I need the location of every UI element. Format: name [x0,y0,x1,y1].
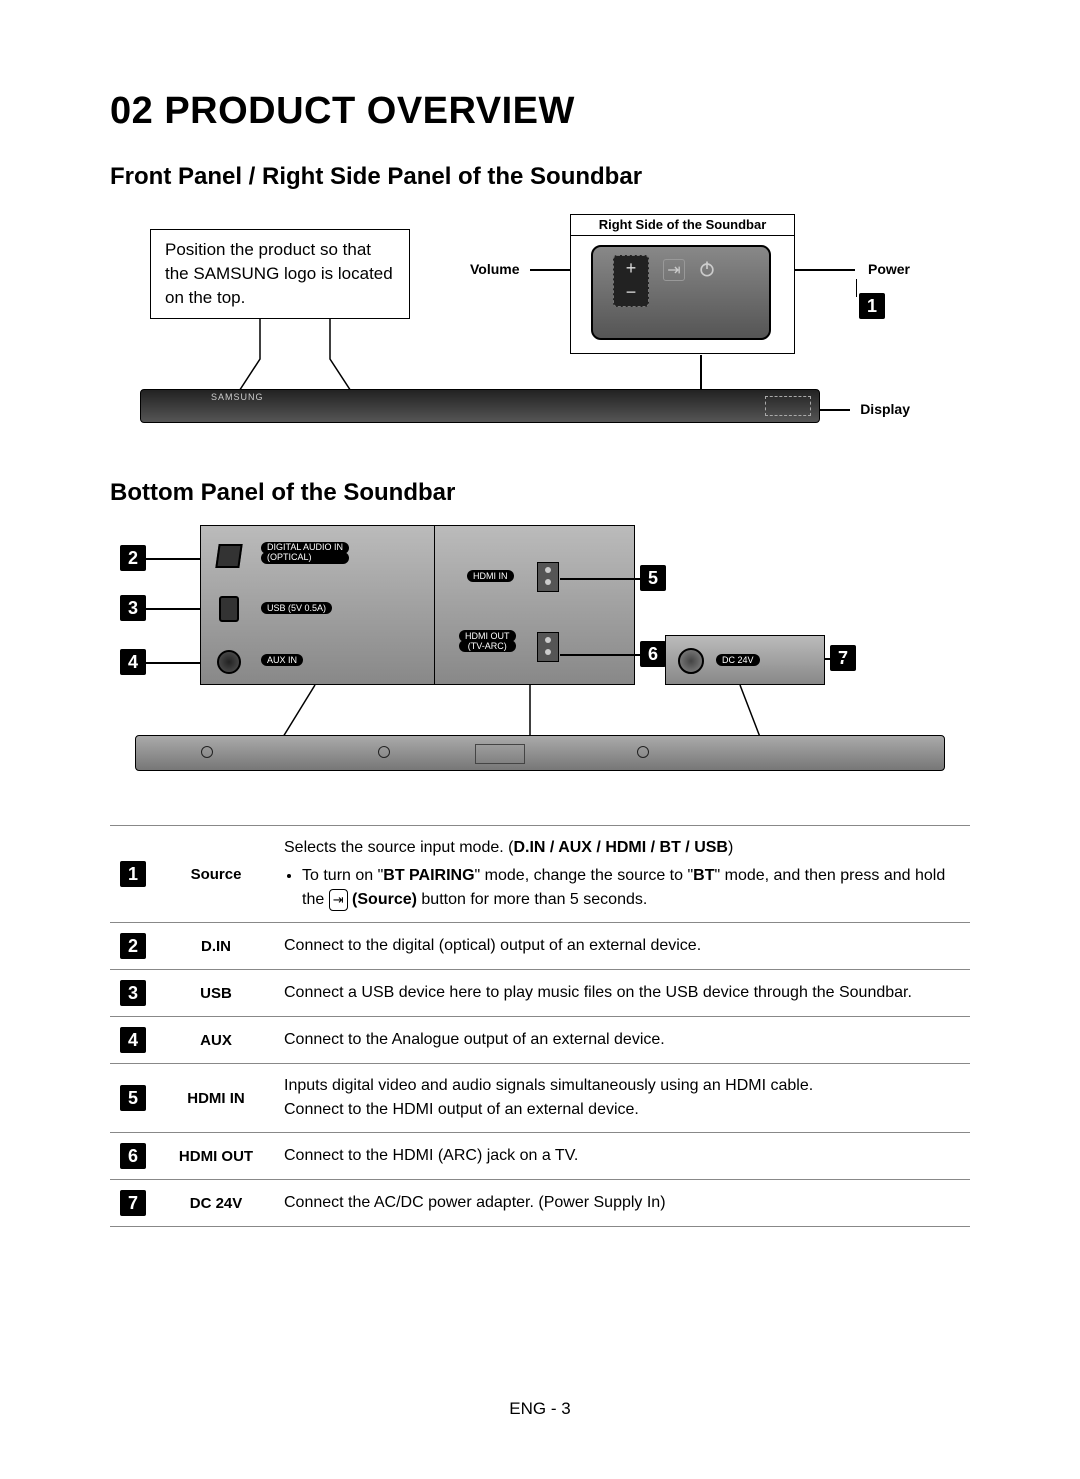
power-icon [697,259,719,281]
source-button-icon: ⇥ [329,889,348,911]
table-row: 6 HDMI OUT Connect to the HDMI (ARC) jac… [110,1133,970,1180]
row-name: HDMI OUT [156,1133,276,1180]
port-label-optical: DIGITAL AUDIO IN (OPTICAL) [261,542,349,564]
port-label-hdmi-out: HDMI OUT (TV-ARC) [459,630,516,652]
row-desc: Connect to the Analogue output of an ext… [276,1017,970,1064]
callout-badge-4: 4 [120,649,146,675]
port-label-hdmi-in: HDMI IN [467,570,514,582]
row-badge: 1 [120,861,146,887]
row-badge: 5 [120,1085,146,1111]
row-name: DC 24V [156,1180,276,1227]
leader-line [795,269,855,271]
dc-port-icon [678,648,704,674]
row-bullet: To turn on "BT PAIRING" mode, change the… [302,864,962,912]
hdmi-in-port-icon [537,562,559,592]
table-row: 1 Source Selects the source input mode. … [110,826,970,923]
bottom-panel-a: DIGITAL AUDIO IN (OPTICAL) USB (5V 0.5A)… [200,525,435,685]
page-title: 02 PRODUCT OVERVIEW [110,90,970,133]
table-row: 3 USB Connect a USB device here to play … [110,970,970,1017]
row-badge: 7 [120,1190,146,1216]
side-panel-illustration: +− ⇥ [591,245,771,340]
row-desc: Inputs digital video and audio signals s… [276,1064,970,1133]
table-row: 5 HDMI IN Inputs digital video and audio… [110,1064,970,1133]
row-desc: Connect a USB device here to play music … [276,970,970,1017]
bottom-panel-c: DC 24V [665,635,825,685]
callout-badge-5: 5 [640,565,666,591]
row-badge: 6 [120,1143,146,1169]
port-label-aux: AUX IN [261,654,303,666]
callout-badge-6: 6 [640,641,666,667]
leader-line [825,658,845,660]
row-name: Source [156,826,276,923]
callout-badge-2: 2 [120,545,146,571]
row-badge: 4 [120,1027,146,1053]
row-desc: Connect the AC/DC power adapter. (Power … [276,1180,970,1227]
optical-port-icon [215,544,242,568]
row-badge: 2 [120,933,146,959]
leader-line [820,409,850,411]
row-name: D.IN [156,923,276,970]
leader-line [700,355,702,389]
section-bottom-panel-title: Bottom Panel of the Soundbar [110,479,970,507]
section-front-panel-title: Front Panel / Right Side Panel of the So… [110,163,970,191]
right-side-box: Right Side of the Soundbar +− ⇥ [570,214,795,354]
page-footer: ENG - 3 [0,1399,1080,1419]
callout-position-note: Position the product so that the SAMSUNG… [150,229,410,319]
port-label-usb: USB (5V 0.5A) [261,602,332,614]
volume-label: Volume [470,261,520,277]
display-area [765,396,811,416]
hdmi-out-port-icon [537,632,559,662]
samsung-logo: SAMSUNG [211,392,264,402]
bottom-panel-diagram: 2 3 4 DIGITAL AUDIO IN (OPTICAL) USB (5V… [110,525,970,795]
leader-line [856,279,858,297]
leader-line [560,578,640,580]
row-name: AUX [156,1017,276,1064]
table-row: 4 AUX Connect to the Analogue output of … [110,1017,970,1064]
leader-line [560,654,640,656]
callout-badge-3: 3 [120,595,146,621]
row-name: USB [156,970,276,1017]
bottom-panel-b: HDMI IN HDMI OUT (TV-ARC) [435,525,635,685]
right-side-title: Right Side of the Soundbar [570,214,795,236]
row-desc: Connect to the HDMI (ARC) jack on a TV. [276,1133,970,1180]
power-label: Power [868,261,910,277]
source-icon: ⇥ [663,259,685,281]
row-badge: 3 [120,980,146,1006]
row-name: HDMI IN [156,1064,276,1133]
front-panel-diagram: Position the product so that the SAMSUNG… [110,209,970,459]
display-label: Display [860,401,910,417]
row-desc: Connect to the digital (optical) output … [276,923,970,970]
callout-badge-1: 1 [859,293,885,319]
table-row: 7 DC 24V Connect the AC/DC power adapter… [110,1180,970,1227]
specs-table: 1 Source Selects the source input mode. … [110,825,970,1227]
row-desc: Selects the source input mode. (D.IN / A… [276,826,970,923]
usb-port-icon [219,596,239,622]
table-row: 2 D.IN Connect to the digital (optical) … [110,923,970,970]
volume-buttons: +− [613,255,649,307]
aux-port-icon [217,650,241,674]
soundbar-back-view [135,735,945,771]
soundbar-front-view: SAMSUNG [140,389,820,423]
port-label-dc: DC 24V [716,654,760,666]
